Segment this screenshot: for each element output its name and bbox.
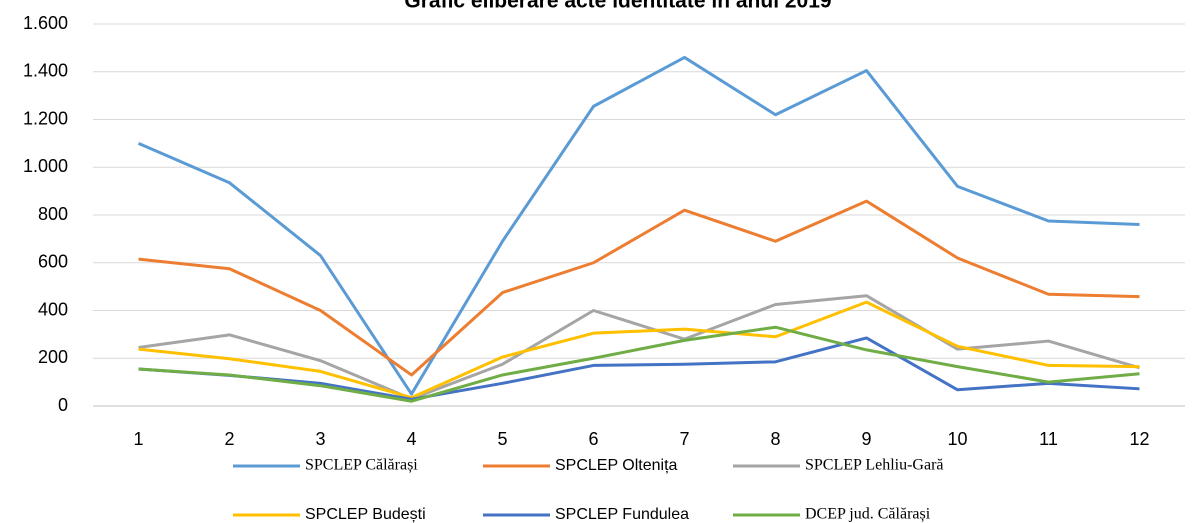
x-tick-label: 1 [133, 429, 143, 449]
x-tick-label: 6 [588, 429, 598, 449]
legend-label: SPCLEP Fundulea [555, 506, 689, 523]
series-line [138, 325, 1140, 403]
y-tick-label: 800 [38, 204, 68, 224]
series-line [138, 199, 1140, 377]
series-line [138, 300, 1140, 400]
y-tick-label: 1.200 [23, 108, 68, 128]
x-tick-label: 11 [1039, 429, 1058, 449]
x-tick-label: 2 [224, 429, 234, 449]
legend-label: SPCLEP Lehliu-Gară [805, 457, 944, 474]
y-tick-label: 1.400 [23, 61, 68, 81]
y-tick-label: 1.600 [23, 13, 68, 33]
x-tick-label: 4 [406, 429, 416, 449]
x-tick-label: 10 [947, 429, 967, 449]
series-line [138, 336, 1140, 401]
y-tick-label: 1.000 [23, 156, 68, 176]
x-tick-label: 7 [679, 429, 689, 449]
x-tick-label: 9 [861, 429, 871, 449]
x-tick-label: 8 [770, 429, 780, 449]
y-tick-label: 200 [38, 347, 68, 367]
x-tick-label: 12 [1129, 429, 1149, 449]
legend-label: DCEP jud. Călărași [805, 506, 931, 523]
y-tick-label: 400 [38, 299, 68, 319]
legend-label: SPCLEP Budești [305, 506, 426, 523]
legend-label: SPCLEP Călărași [305, 457, 418, 474]
chart-title: Grafic eliberare acte identitate în anul… [404, 0, 831, 13]
y-tick-label: 0 [58, 395, 68, 415]
series-line [137, 55, 1140, 396]
x-tick-label: 5 [497, 429, 507, 449]
y-tick-label: 600 [38, 252, 68, 272]
series-line [138, 294, 1140, 401]
x-tick-label: 3 [315, 429, 325, 449]
legend-label: SPCLEP Oltenița [555, 457, 678, 474]
